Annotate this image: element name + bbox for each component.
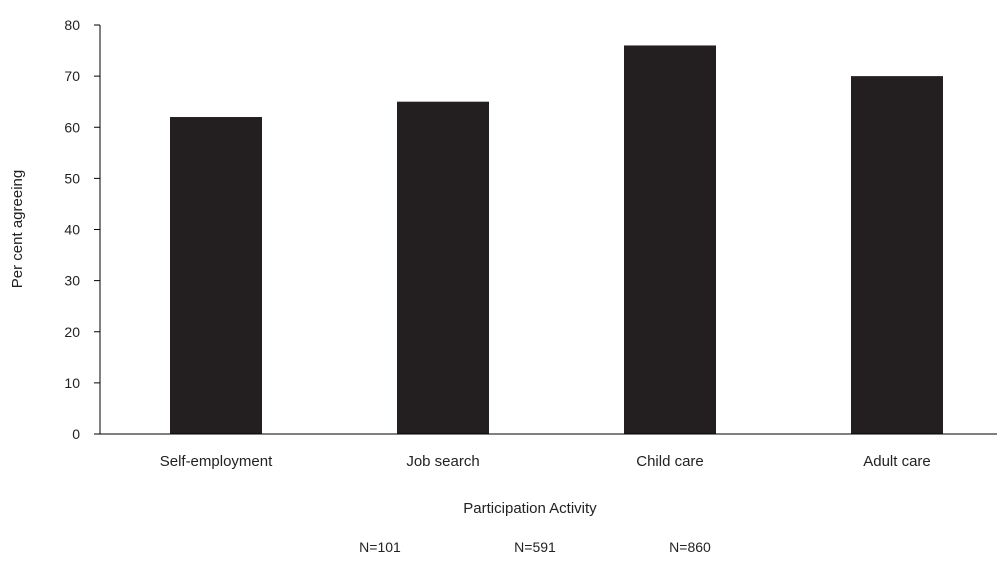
x-tick-label: Self-employment <box>160 453 273 470</box>
bar <box>851 76 943 434</box>
sample-size-label: N=591 <box>514 539 556 555</box>
sample-size-label: N=860 <box>669 539 711 555</box>
bar <box>624 45 716 434</box>
sample-size-notes: N=101 N=591 N=860 <box>359 539 711 555</box>
y-axis-ticks: 0 10 20 30 40 50 60 70 80 <box>64 17 100 442</box>
x-tick-label: Adult care <box>863 453 931 470</box>
y-tick-label: 30 <box>64 273 80 289</box>
sample-size-label: N=101 <box>359 539 401 555</box>
y-tick-label: 60 <box>64 119 80 135</box>
bars-group <box>170 45 943 435</box>
y-tick-label: 50 <box>64 170 80 186</box>
x-tick-label: Child care <box>636 453 704 470</box>
y-axis-title: Per cent agreeing <box>9 170 26 288</box>
bar <box>397 101 489 434</box>
x-axis-title: Participation Activity <box>463 500 597 517</box>
y-tick-label: 0 <box>72 426 80 442</box>
x-tick-label: Job search <box>406 453 479 470</box>
y-tick-label: 20 <box>64 324 80 340</box>
bar <box>170 117 262 435</box>
x-axis-category-labels: Self-employment Job search Child care Adult… <box>160 453 931 470</box>
y-tick-label: 70 <box>64 68 80 84</box>
y-tick-label: 10 <box>64 375 80 391</box>
y-tick-label: 80 <box>64 17 80 33</box>
y-tick-label: 40 <box>64 222 80 238</box>
